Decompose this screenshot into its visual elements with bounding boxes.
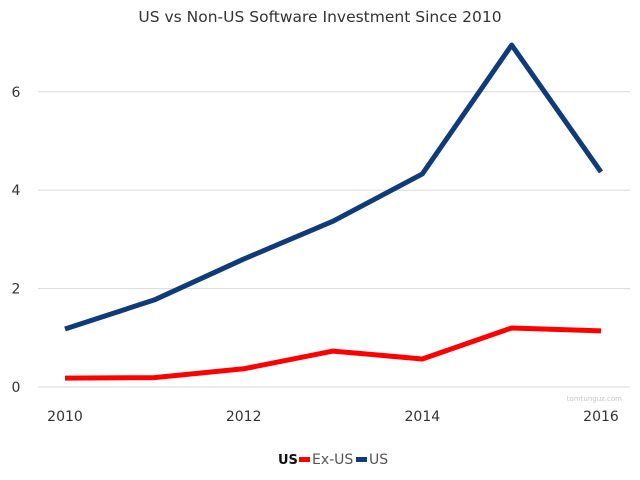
y-tick-label: 0: [12, 380, 21, 396]
y-tick-label: 4: [12, 183, 21, 199]
x-tick-label: 2010: [47, 409, 83, 425]
legend-label-us: US: [369, 452, 388, 468]
chart-title: US vs Non-US Software Investment Since 2…: [138, 8, 501, 26]
series-line-us: [64, 42, 604, 332]
x-axis-ticks: 2010 2012 2014 2016: [47, 409, 619, 425]
legend-label-ex-us: Ex-US: [312, 452, 353, 468]
x-tick-label: 2012: [226, 409, 262, 425]
legend-title: US: [278, 453, 298, 468]
x-tick-label: 2014: [405, 409, 441, 425]
series-line-ex-us: [64, 325, 602, 381]
y-tick-label: 6: [12, 85, 21, 101]
series-lines: [64, 42, 604, 381]
gridlines: [38, 91, 630, 388]
watermark: tomtunguz.com: [567, 395, 622, 403]
x-tick-label: 2016: [583, 409, 619, 425]
y-tick-label: 2: [12, 282, 21, 298]
legend: US Ex-US US: [278, 452, 388, 468]
y-axis-ticks: 0 2 4 6: [12, 85, 21, 396]
legend-swatch-ex-us: [299, 457, 310, 462]
legend-swatch-us: [356, 457, 367, 462]
